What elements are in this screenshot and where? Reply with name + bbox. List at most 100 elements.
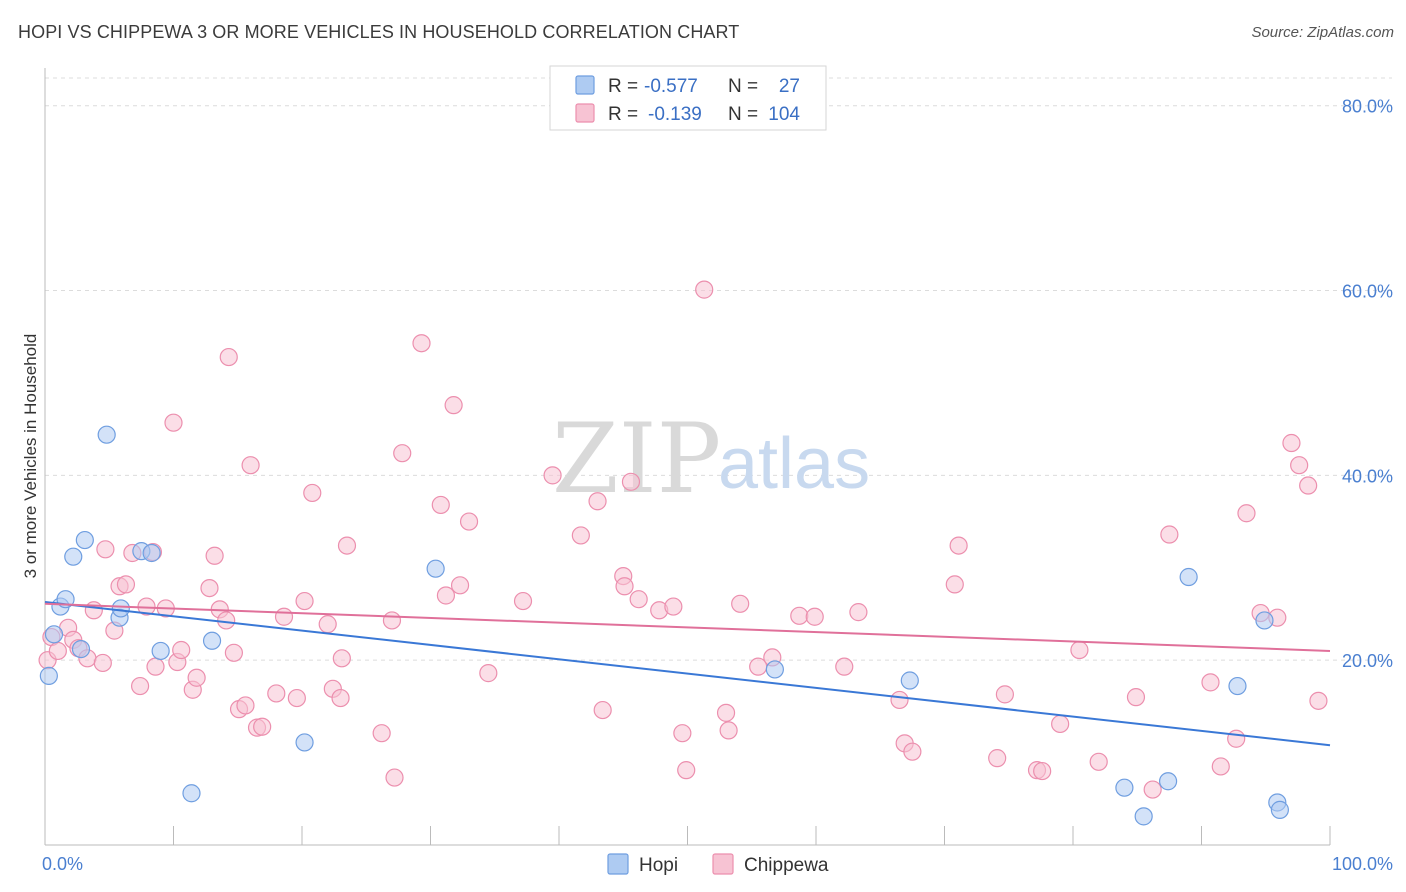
legend-hopi-n-label: N = — [728, 76, 758, 97]
chippewa-point-89 — [1070, 640, 1089, 660]
chippewa-point-60 — [593, 700, 612, 720]
hopi-point-11 — [142, 543, 161, 563]
y-tick-label-1: 40.0% — [1342, 466, 1393, 486]
chippewa-point-53 — [450, 576, 470, 595]
chippewa-point-91 — [1126, 688, 1146, 707]
hopi-point-23 — [1228, 676, 1247, 696]
x-tick-label-1: 100.0% — [1332, 854, 1393, 874]
watermark-zip: ZIP — [552, 403, 721, 515]
x-tick-label-0: 0.0% — [42, 854, 83, 874]
chippewa-point-19 — [164, 413, 183, 432]
chippewa-point-82 — [945, 575, 964, 594]
chippewa-point-66 — [664, 597, 683, 616]
chippewa-point-59 — [588, 492, 607, 511]
chippewa-point-67 — [673, 724, 692, 743]
bottom-legend-chippewa-label: Chippewa — [744, 855, 829, 876]
chippewa-point-81 — [903, 742, 922, 761]
chippewa-point-95 — [1211, 757, 1230, 776]
hopi-point-21 — [1158, 772, 1178, 791]
y-tick-label-0: 20.0% — [1342, 651, 1393, 671]
chippewa-point-45 — [372, 724, 391, 743]
chippewa-point-36 — [274, 607, 294, 626]
chippewa-point-55 — [479, 664, 498, 683]
chippewa-point-44 — [331, 688, 350, 708]
legend-hopi-swatch — [575, 75, 595, 95]
chippewa-point-12 — [116, 575, 136, 594]
chippewa-trend-line — [44, 602, 1331, 652]
legend-chippewa-n-label: N = — [728, 104, 758, 125]
hopi-point-14 — [202, 631, 222, 650]
correlation-legend: R = -0.577 N = 27 R = -0.139 N = 104 — [549, 65, 827, 131]
hopi-point-9 — [111, 599, 130, 618]
chippewa-point-2 — [48, 641, 67, 661]
chippewa-point-79 — [890, 690, 909, 710]
chippewa-point-35 — [267, 684, 286, 703]
chippewa-point-14 — [130, 676, 150, 696]
hopi-point-18 — [900, 671, 919, 690]
series-legend: Hopi Chippewa — [607, 853, 829, 876]
hopi-point-1 — [44, 625, 64, 644]
chippewa-point-31 — [236, 696, 255, 715]
chippewa-point-78 — [849, 603, 868, 622]
chippewa-point-25 — [205, 546, 224, 565]
chippewa-point-27 — [217, 611, 236, 630]
y-tick-labels: 20.0% 40.0% 60.0% 80.0% — [1342, 97, 1393, 671]
chippewa-point-58 — [571, 526, 590, 545]
chippewa-point-37 — [287, 688, 306, 708]
chippewa-point-23 — [187, 668, 206, 687]
chippewa-point-83 — [949, 536, 968, 555]
hopi-point-22 — [1179, 567, 1198, 587]
chippewa-point-93 — [1160, 525, 1179, 544]
chippewa-point-71 — [719, 721, 738, 740]
chippewa-point-94 — [1201, 673, 1220, 692]
chippewa-point-40 — [318, 615, 337, 634]
chippewa-point-101 — [1290, 456, 1309, 475]
bottom-legend-hopi-swatch — [607, 853, 629, 875]
watermark-atlas: atlas — [718, 424, 870, 504]
chippewa-point-48 — [393, 444, 412, 463]
chippewa-point-70 — [716, 703, 736, 722]
y-axis-label: 3 or more Vehicles in Household — [21, 334, 40, 579]
hopi-point-20 — [1134, 807, 1153, 826]
hopi-point-5 — [71, 639, 91, 659]
chippewa-point-29 — [224, 643, 243, 662]
source-credit: Source: ZipAtlas.com — [1251, 24, 1394, 41]
y-tick-label-3: 80.0% — [1342, 97, 1393, 117]
y-tick-label-2: 60.0% — [1342, 282, 1393, 302]
legend-chippewa-r-value: -0.139 — [648, 104, 702, 125]
chippewa-point-34 — [253, 717, 272, 736]
chippewa-point-28 — [219, 347, 238, 367]
chippewa-point-102 — [1299, 476, 1318, 495]
chippewa-point-54 — [459, 512, 479, 531]
chippewa-point-49 — [412, 334, 431, 353]
legend-hopi-n-value: 27 — [779, 76, 800, 97]
axes — [44, 68, 1331, 846]
chippewa-point-85 — [995, 685, 1014, 704]
chippewa-point-51 — [436, 586, 456, 605]
chippewa-point-8 — [93, 653, 112, 673]
chippewa-point-100 — [1282, 433, 1301, 453]
hopi-point-7 — [97, 425, 116, 444]
x-tick-labels: 0.0% 100.0% — [42, 854, 1393, 874]
chippewa-point-24 — [200, 579, 219, 598]
chippewa-point-97 — [1237, 504, 1256, 523]
chippewa-point-62 — [615, 577, 634, 596]
chippewa-point-42 — [332, 649, 351, 668]
chippewa-point-92 — [1143, 780, 1162, 799]
chippewa-point-84 — [988, 749, 1007, 768]
hopi-point-15 — [295, 733, 314, 752]
chippewa-point-52 — [444, 396, 463, 415]
chippewa-point-75 — [790, 606, 809, 625]
chippewa-point-88 — [1051, 714, 1070, 734]
legend-box — [549, 65, 827, 131]
chippewa-point-32 — [241, 456, 260, 475]
chippewa-point-21 — [172, 640, 191, 660]
legend-chippewa-r-label: R = — [608, 104, 638, 125]
trend-lines — [44, 600, 1331, 747]
chippewa-point-96 — [1227, 729, 1246, 748]
hopi-point-6 — [75, 530, 94, 550]
chippewa-point-57 — [543, 466, 562, 485]
hopi-point-13 — [182, 784, 201, 803]
hopi-point-19 — [1115, 778, 1134, 797]
